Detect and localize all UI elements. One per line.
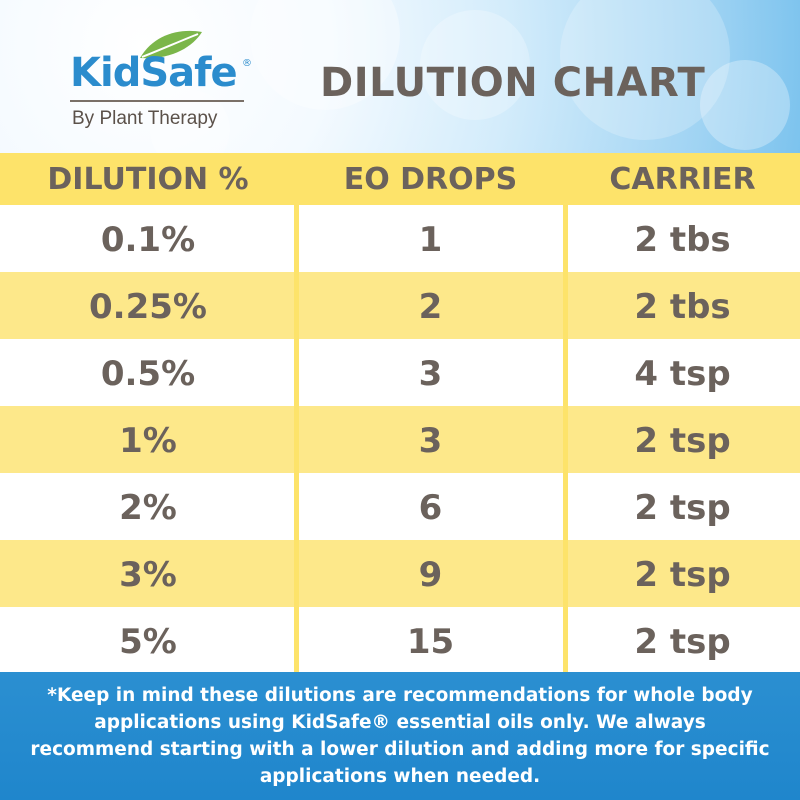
carrier-cell: 2 tbs [634,287,731,327]
dilution-cell: 1% [119,421,177,461]
header-banner: KidSafe ® By Plant Therapy DILUTION CHAR… [0,0,800,153]
drops-cell: 2 [418,287,443,327]
logo-wordmark: KidSafe [70,50,238,96]
drops-cell: 15 [406,622,455,662]
bokeh-circle [420,10,530,120]
column-divider [563,205,568,672]
dilution-cell: 3% [119,555,177,595]
column-divider [294,205,299,672]
carrier-cell: 2 tsp [634,421,731,461]
bokeh-circle [700,60,790,150]
footer-banner: *Keep in mind these dilutions are recomm… [0,672,800,800]
column-header-eo-drops: EO DROPS [343,162,518,197]
table-row: 2% 6 2 tsp [0,473,800,540]
carrier-cell: 4 tsp [634,354,731,394]
table-header: DILUTION % EO DROPS CARRIER [0,153,800,205]
carrier-cell: 2 tbs [634,220,731,260]
dilution-table: DILUTION % EO DROPS CARRIER 0.1% 1 2 tbs… [0,153,800,672]
logo-subtitle: By Plant Therapy [72,108,218,129]
table-row: 0.1% 1 2 tbs [0,205,800,272]
chart-title: DILUTION CHART [320,60,706,106]
table-row: 0.25% 2 2 tbs [0,272,800,339]
dilution-cell: 0.1% [100,220,196,260]
carrier-cell: 2 tsp [634,622,731,662]
carrier-cell: 2 tsp [634,488,731,528]
drops-cell: 6 [418,488,443,528]
dilution-cell: 0.25% [89,287,207,327]
dilution-cell: 0.5% [100,354,196,394]
drops-cell: 1 [418,220,443,260]
bokeh-circle [560,0,730,140]
leaf-icon [140,30,202,59]
table-row: 3% 9 2 tsp [0,540,800,607]
column-header-dilution: DILUTION % [47,162,249,197]
table-row: 5% 15 2 tsp [0,607,800,672]
disclaimer-note: *Keep in mind these dilutions are recomm… [30,685,770,787]
logo-divider [70,100,244,102]
drops-cell: 3 [418,421,443,461]
table-row: 0.5% 3 4 tsp [0,339,800,406]
drops-cell: 9 [418,555,443,595]
drops-cell: 3 [418,354,443,394]
dilution-cell: 5% [119,622,177,662]
column-header-carrier: CARRIER [609,162,756,197]
dilution-cell: 2% [119,488,177,528]
carrier-cell: 2 tsp [634,555,731,595]
registered-mark: ® [242,58,252,69]
kidsafe-logo: KidSafe ® By Plant Therapy [64,28,254,138]
table-row: 1% 3 2 tsp [0,406,800,473]
